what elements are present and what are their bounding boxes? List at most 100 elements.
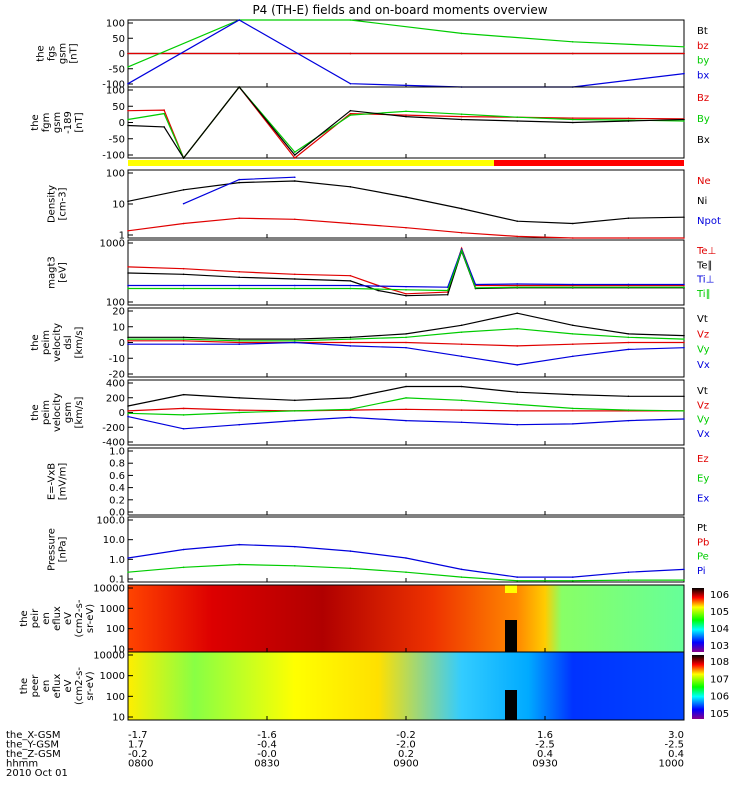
y-axis-label-line: eflux xyxy=(52,606,63,631)
legend-label: By xyxy=(697,114,710,125)
legend-label: Bt xyxy=(697,26,708,37)
footer-value: 1000 xyxy=(659,759,684,770)
y-axis-label-line: fgs xyxy=(47,46,58,61)
mode-bar-slow xyxy=(128,160,494,166)
y-axis-label-line: peim xyxy=(41,330,52,355)
y-axis-label-line: velocity xyxy=(52,323,63,362)
y-axis-label: thefgsgsm[nT] xyxy=(36,43,80,64)
y-axis-label: E=-VxB[mV/m] xyxy=(47,463,69,501)
footer-value: -0.4 xyxy=(257,740,277,751)
footer-value: 0.4 xyxy=(537,749,553,760)
y-axis-label-line: sr-eV) xyxy=(85,604,96,633)
legend-label: Vt xyxy=(697,314,708,325)
y-tick-label: 10 xyxy=(112,200,125,211)
colorbar-tick-label: 103 xyxy=(710,641,729,652)
y-axis-label-line: gsm xyxy=(58,43,69,64)
y-axis-label-line: the xyxy=(36,45,47,61)
footer-value: -2.5 xyxy=(535,740,555,751)
y-tick-label: 10.0 xyxy=(103,535,125,546)
colorbar-tick-label: 105 xyxy=(710,709,729,720)
y-axis-label-line: [km/s] xyxy=(74,396,85,428)
y-axis-label: Pressure[nPa] xyxy=(47,528,69,571)
y-axis-label-line: Pressure xyxy=(47,528,58,571)
y-tick-label: -10 xyxy=(109,354,125,365)
y-axis-label-line: Density xyxy=(47,185,58,223)
series-line-Npot xyxy=(183,176,295,205)
y-tick-label: 0 xyxy=(119,118,125,129)
footer-value: 0830 xyxy=(254,759,279,770)
y-axis-label: thepeirenefluxeV(cm2-s-sr-eV) xyxy=(19,599,96,637)
footer-value: -0.2 xyxy=(128,749,148,760)
legend-label: Ex xyxy=(697,493,709,504)
mode-bar-fast xyxy=(494,160,684,166)
series-line-Vx xyxy=(127,416,685,430)
legend-label: by xyxy=(697,56,709,67)
y-tick-label: -400 xyxy=(102,438,125,449)
y-tick-label: -20 xyxy=(109,370,125,381)
y-tick-label: 1.0 xyxy=(109,555,125,566)
footer-value: 0900 xyxy=(393,759,418,770)
y-tick-label: 1000 xyxy=(100,671,125,682)
y-axis-label-line: -189 xyxy=(63,111,74,134)
y-tick-label: 0.6 xyxy=(109,471,125,482)
legend-label: Te⊥ xyxy=(696,246,716,257)
footer-row-label: the_Z-GSM xyxy=(6,749,61,760)
y-axis-label-line: sr-eV) xyxy=(85,671,96,700)
footer-value: 0.2 xyxy=(398,749,414,760)
peir-spectrogram xyxy=(128,585,684,652)
footer-value: -1.7 xyxy=(128,730,148,741)
y-axis-label-line: eV xyxy=(63,679,74,692)
series-line-bx xyxy=(127,19,685,88)
y-tick-label: 100 xyxy=(106,624,125,635)
series-line-Vt xyxy=(127,385,684,407)
y-axis-label-line: [nT] xyxy=(74,112,85,132)
y-tick-label: 100 xyxy=(106,86,125,97)
series-line-Bx xyxy=(127,86,685,160)
legend-label: Vz xyxy=(697,329,709,340)
series-line-Pe xyxy=(127,563,684,582)
footer-value: -0.2 xyxy=(396,730,416,741)
series-line-Vz xyxy=(127,407,684,412)
y-tick-label: 200 xyxy=(106,393,125,404)
y-axis-label: thepeerenefluxeV(cm2-s-sr-eV) xyxy=(19,667,96,705)
footer-value: 0930 xyxy=(532,759,557,770)
panel-fgs: thefgsgsm[nT] 100 50 0 -50 -100 Bt bz by bx xyxy=(36,19,710,91)
series-line-Vy xyxy=(127,397,685,416)
y-axis-label-line: [mV/m] xyxy=(58,463,69,501)
y-tick-label: 100.0 xyxy=(96,516,125,527)
y-axis-label-line: the xyxy=(19,610,30,626)
legend-label: Bx xyxy=(697,135,710,146)
footer-value: 0800 xyxy=(128,759,153,770)
series-line-by xyxy=(127,19,685,68)
peer-gap xyxy=(505,690,517,720)
footer-value: 0.4 xyxy=(668,749,684,760)
y-axis-label: magt3[eV] xyxy=(47,256,69,289)
series-line-Pi xyxy=(127,543,685,578)
footer-row-label: hhmm xyxy=(6,759,38,770)
colorbar-tick-label: 108 xyxy=(710,657,729,668)
panel-peer: thepeerenefluxeV(cm2-s-sr-eV) 10000 1000 10… xyxy=(19,651,729,724)
y-axis-label-line: en xyxy=(41,612,52,625)
y-tick-label: 100 xyxy=(106,298,125,309)
y-axis-label-line: E=-VxB xyxy=(47,463,58,500)
legend-label: Ni xyxy=(697,196,707,207)
peer-colorbar xyxy=(692,655,704,719)
legend-label: Vx xyxy=(697,429,710,440)
y-tick-label: 0 xyxy=(119,408,125,419)
footer-row-label: the_Y-GSM xyxy=(6,740,59,751)
legend-label: Vy xyxy=(697,345,710,356)
legend-label: Ne xyxy=(697,176,711,187)
y-axis-label-line: (cm2-s- xyxy=(74,667,85,705)
y-tick-label: 400 xyxy=(106,379,125,390)
y-tick-label: 10 xyxy=(112,322,125,333)
y-axis-label-line: [km/s] xyxy=(74,326,85,358)
panel-pressure: Pressure[nPa] 100.0 10.0 1.0 0.1 Pt Pb Pe Pi xyxy=(47,516,710,586)
colorbar-tick-label: 106 xyxy=(710,692,729,703)
footer-value: -1.6 xyxy=(257,730,277,741)
y-axis-label: thepeimvelocitygsm[km/s] xyxy=(30,393,85,432)
series-line-Ti∥ xyxy=(128,248,684,292)
y-tick-label: 100 xyxy=(106,692,125,703)
legend-label: Vy xyxy=(697,415,710,426)
y-axis-label-line: [nPa] xyxy=(58,536,69,562)
y-tick-label: 0.8 xyxy=(109,459,125,470)
